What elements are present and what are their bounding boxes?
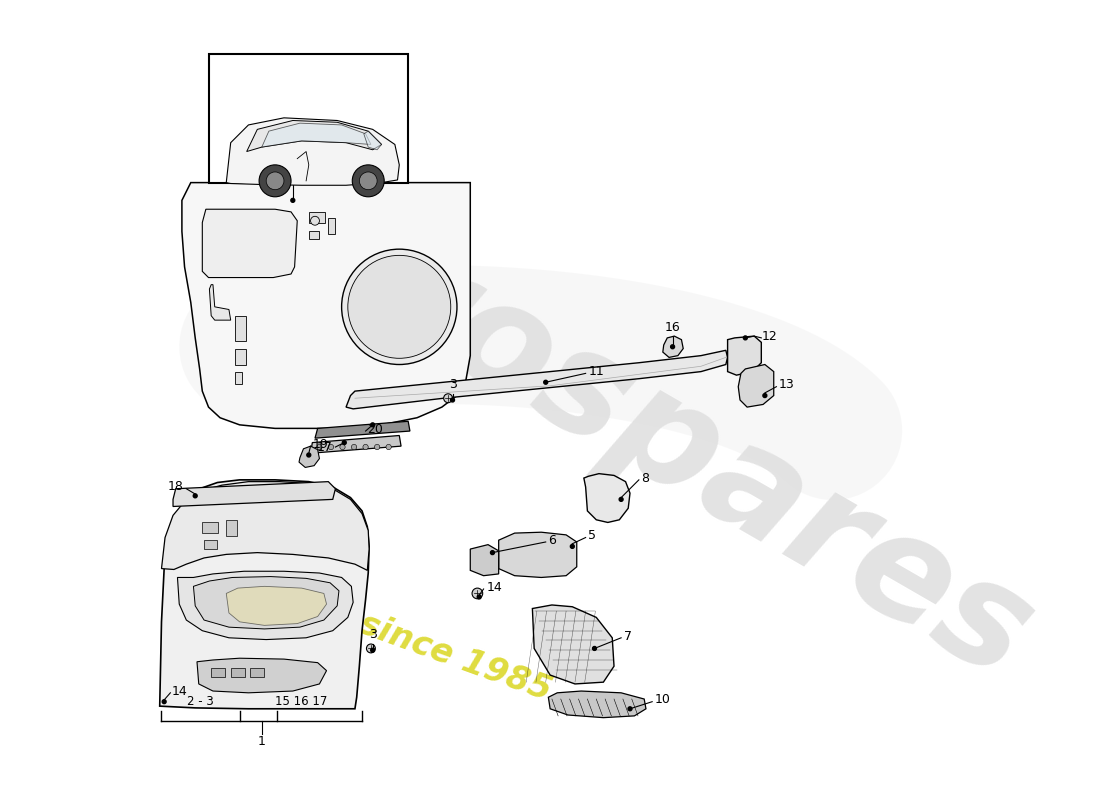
Circle shape — [763, 394, 767, 398]
Text: 11: 11 — [588, 365, 604, 378]
Circle shape — [744, 336, 747, 340]
Circle shape — [307, 453, 310, 457]
Polygon shape — [227, 586, 327, 626]
Bar — [211, 668, 226, 677]
Polygon shape — [346, 350, 727, 409]
Polygon shape — [160, 480, 370, 709]
Circle shape — [290, 198, 295, 202]
Text: 3: 3 — [368, 628, 376, 642]
Text: 13: 13 — [778, 378, 794, 391]
Circle shape — [451, 398, 454, 402]
Circle shape — [571, 545, 574, 548]
Circle shape — [266, 172, 284, 190]
Text: 15 16 17: 15 16 17 — [275, 695, 327, 708]
Polygon shape — [177, 571, 353, 639]
Circle shape — [342, 441, 346, 445]
Circle shape — [310, 216, 319, 225]
Circle shape — [260, 165, 292, 197]
Polygon shape — [663, 336, 683, 358]
Text: 12: 12 — [761, 330, 777, 342]
Circle shape — [671, 345, 674, 349]
Bar — [227, 520, 236, 536]
Text: a parts  since 1985: a parts since 1985 — [208, 554, 556, 707]
Circle shape — [317, 444, 322, 450]
Circle shape — [351, 444, 356, 450]
Circle shape — [352, 165, 384, 197]
Circle shape — [162, 700, 166, 704]
Polygon shape — [173, 482, 336, 506]
Text: 20: 20 — [367, 422, 383, 436]
Circle shape — [366, 644, 375, 653]
Polygon shape — [532, 605, 614, 684]
Text: 14: 14 — [486, 581, 502, 594]
Text: 14: 14 — [172, 685, 188, 698]
Bar — [309, 231, 319, 238]
Circle shape — [628, 707, 631, 710]
Polygon shape — [549, 691, 646, 718]
Bar — [235, 372, 242, 384]
Circle shape — [386, 444, 392, 450]
Circle shape — [340, 444, 345, 450]
Polygon shape — [364, 131, 382, 150]
Circle shape — [619, 498, 623, 502]
Polygon shape — [246, 121, 382, 151]
Polygon shape — [498, 532, 576, 578]
Circle shape — [371, 648, 375, 652]
Circle shape — [348, 255, 451, 358]
Circle shape — [374, 444, 379, 450]
Bar — [328, 218, 336, 234]
Polygon shape — [209, 285, 231, 320]
Bar — [235, 350, 245, 366]
Circle shape — [491, 550, 494, 554]
Bar — [235, 316, 245, 341]
Polygon shape — [162, 482, 370, 570]
Circle shape — [472, 588, 483, 598]
Circle shape — [194, 494, 197, 498]
Polygon shape — [197, 658, 327, 693]
Circle shape — [593, 646, 596, 650]
Circle shape — [443, 394, 452, 402]
Text: 18: 18 — [168, 481, 184, 494]
Circle shape — [371, 423, 375, 426]
Polygon shape — [738, 365, 773, 407]
Text: 8: 8 — [641, 471, 649, 485]
Text: 2 - 3: 2 - 3 — [187, 695, 213, 708]
Bar — [202, 522, 218, 533]
Text: 6: 6 — [549, 534, 557, 546]
Polygon shape — [310, 435, 402, 454]
Text: 5: 5 — [588, 530, 596, 542]
Polygon shape — [202, 210, 297, 278]
Polygon shape — [584, 474, 630, 522]
Polygon shape — [315, 422, 410, 438]
Polygon shape — [194, 577, 339, 629]
Polygon shape — [471, 545, 498, 576]
Bar — [209, 54, 408, 182]
Circle shape — [363, 444, 368, 450]
Text: 3: 3 — [449, 378, 456, 391]
Text: eurospares: eurospares — [186, 126, 1056, 710]
Circle shape — [543, 380, 548, 384]
Polygon shape — [727, 336, 761, 375]
Bar — [250, 668, 264, 677]
Polygon shape — [182, 182, 471, 428]
Circle shape — [342, 249, 456, 365]
Text: 19: 19 — [312, 438, 328, 451]
Text: 9: 9 — [289, 166, 297, 179]
Circle shape — [477, 595, 481, 599]
Circle shape — [360, 172, 377, 190]
Text: 17: 17 — [317, 441, 332, 454]
Polygon shape — [299, 446, 319, 467]
Bar — [205, 540, 217, 549]
Bar — [309, 212, 324, 222]
Bar — [231, 668, 245, 677]
Text: 1: 1 — [257, 734, 266, 747]
Polygon shape — [227, 118, 399, 186]
Text: 10: 10 — [654, 694, 671, 706]
Text: 16: 16 — [664, 322, 681, 334]
Circle shape — [328, 444, 333, 450]
Text: 7: 7 — [624, 630, 631, 642]
Polygon shape — [262, 123, 371, 147]
